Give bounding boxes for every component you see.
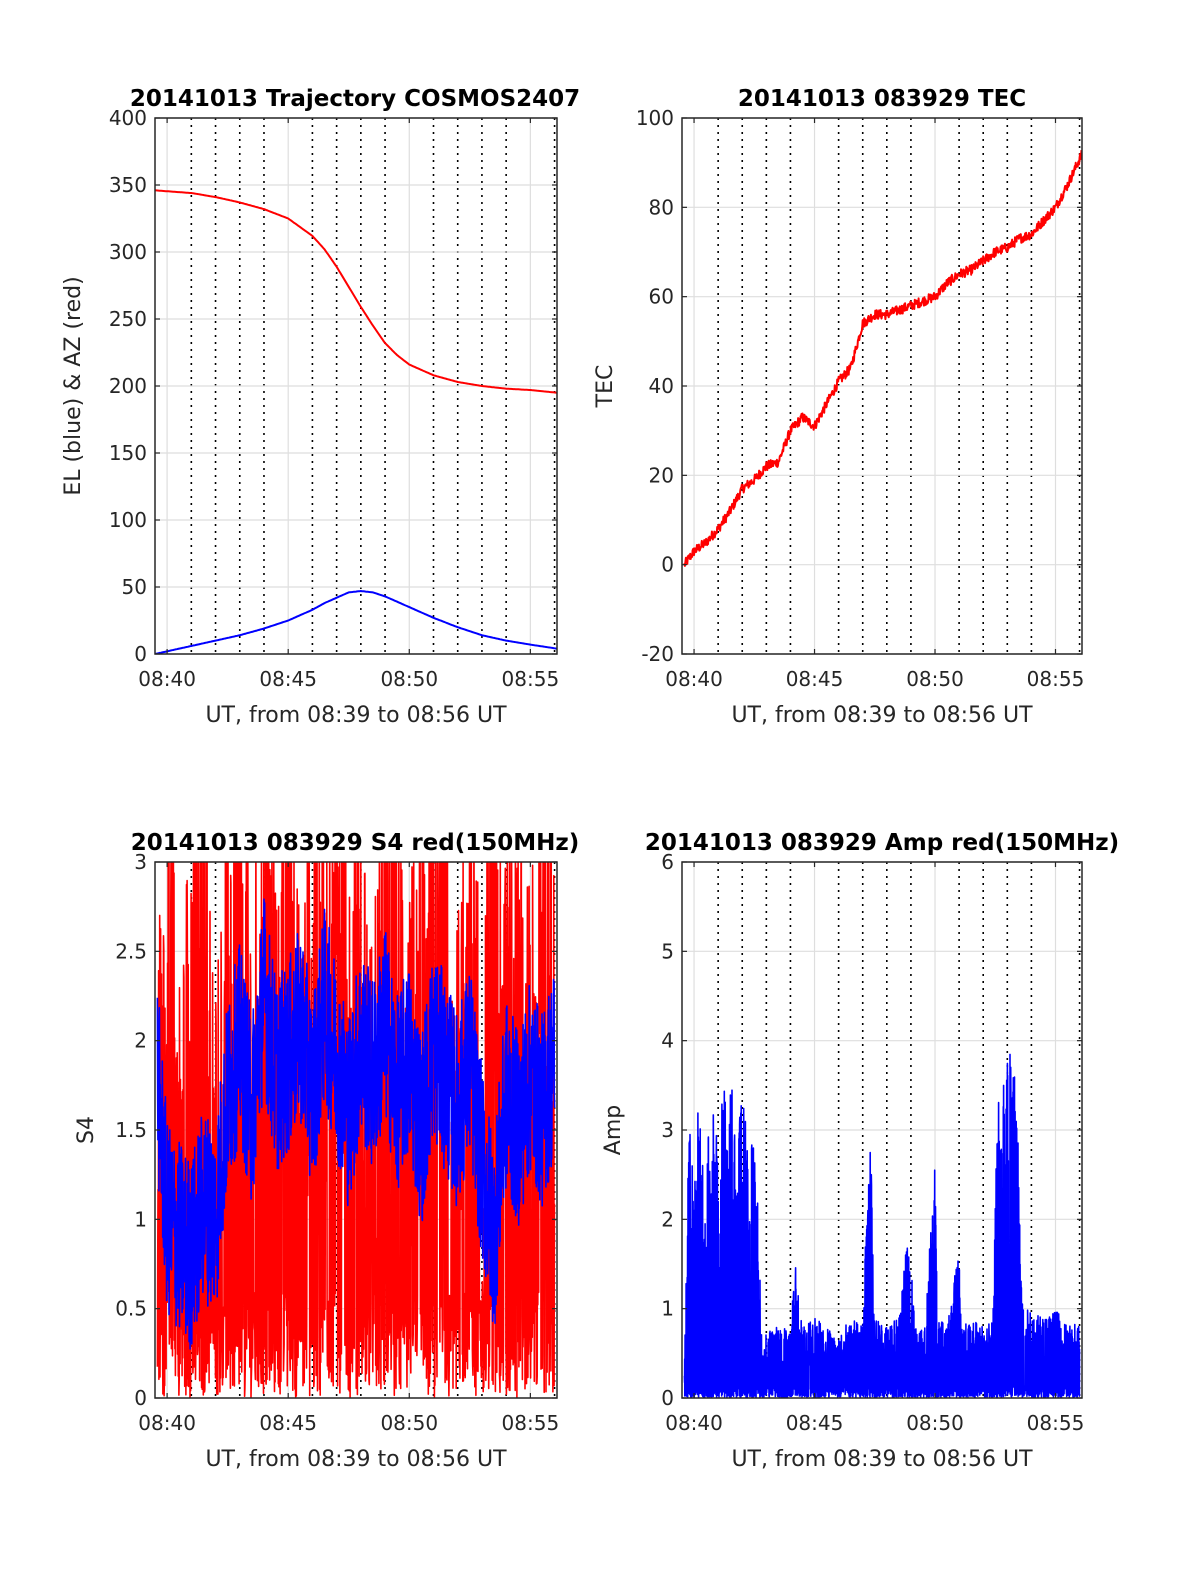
x-axis-label: UT, from 08:39 to 08:56 UT — [205, 1447, 507, 1472]
x-tick-label: 08:45 — [259, 1411, 317, 1435]
series-group — [156, 862, 556, 1398]
y-tick-label: 0 — [134, 1386, 147, 1410]
x-tick-label: 08:40 — [138, 1411, 196, 1435]
y-tick-label: 250 — [109, 307, 147, 331]
x-axis-label: UT, from 08:39 to 08:56 UT — [731, 703, 1033, 728]
y-tick-label: 80 — [649, 195, 674, 219]
series-line-1 — [156, 862, 556, 1398]
chart-title: 20141013 083929 TEC — [738, 86, 1026, 112]
y-tick-label: 40 — [649, 374, 674, 398]
x-tick-label: 08:55 — [1027, 1411, 1085, 1435]
y-tick-label: 100 — [109, 508, 147, 532]
y-tick-label: 1.5 — [115, 1118, 147, 1142]
x-tick-label: 08:50 — [380, 667, 438, 691]
y-tick-label: 2.5 — [115, 939, 147, 963]
chart-title: 20141013 083929 S4 red(150MHz) — [131, 830, 580, 856]
series-line-1 — [683, 150, 1082, 567]
chart-title: 20141013 083929 Amp red(150MHz) — [645, 830, 1119, 856]
y-tick-label: 2 — [134, 1029, 147, 1053]
y-tick-label: 50 — [122, 575, 147, 599]
y-tick-label: 5 — [661, 939, 674, 963]
y-tick-label: 300 — [109, 240, 147, 264]
y-tick-label: 3 — [661, 1118, 674, 1142]
y-tick-label: 3 — [134, 850, 147, 874]
x-tick-label: 08:55 — [502, 1411, 560, 1435]
y-tick-label: 350 — [109, 173, 147, 197]
y-tick-label: 6 — [661, 850, 674, 874]
y-tick-label: 0 — [134, 642, 147, 666]
y-tick-label: 60 — [649, 285, 674, 309]
x-tick-label: 08:45 — [786, 1411, 844, 1435]
y-tick-label: 200 — [109, 374, 147, 398]
x-tick-label: 08:40 — [665, 667, 723, 691]
y-tick-label: 1 — [661, 1297, 674, 1321]
chart-2: -20 0 20 40 60 80 100 08:40 08:45 08:50 08:55 20141… — [593, 86, 1084, 728]
x-tick-label: 08:50 — [906, 1411, 964, 1435]
x-tick-label: 08:50 — [380, 1411, 438, 1435]
x-tick-label: 08:40 — [665, 1411, 723, 1435]
chart-1: 0 50 100 150 200 250 300 350 400 08:40 08:45 08:50 0… — [61, 86, 580, 728]
series-line-2 — [155, 590, 557, 654]
y-tick-label: 400 — [109, 106, 147, 130]
y-tick-label: 150 — [109, 441, 147, 465]
y-tick-label: 0 — [661, 553, 674, 577]
x-tick-label: 08:55 — [502, 667, 560, 691]
series-group — [683, 1053, 1081, 1398]
y-axis-label: EL (blue) & AZ (red) — [61, 276, 86, 495]
y-tick-label: 2 — [661, 1207, 674, 1231]
y-tick-label: 1 — [134, 1207, 147, 1231]
x-axis-label: UT, from 08:39 to 08:56 UT — [205, 703, 507, 728]
series-line-2 — [156, 898, 556, 1350]
y-axis-label: TEC — [593, 365, 618, 409]
chart-4: 0 1 2 3 4 5 6 08:40 08:45 08:50 08:55 20141013 0839… — [601, 830, 1119, 1472]
series-line-1 — [683, 1053, 1081, 1398]
y-tick-label: 4 — [661, 1029, 674, 1053]
series-line-1 — [155, 189, 557, 394]
y-axis-label: S4 — [74, 1116, 99, 1144]
x-tick-label: 08:55 — [1027, 667, 1085, 691]
x-axis-label: UT, from 08:39 to 08:56 UT — [731, 1447, 1033, 1472]
y-tick-label: -20 — [641, 642, 674, 666]
x-tick-label: 08:45 — [259, 667, 317, 691]
y-tick-label: 0 — [661, 1386, 674, 1410]
series-group — [155, 189, 557, 654]
chart-title: 20141013 Trajectory COSMOS2407 — [130, 86, 580, 112]
y-tick-label: 0.5 — [115, 1297, 147, 1321]
y-tick-label: 20 — [649, 463, 674, 487]
y-tick-label: 100 — [636, 106, 674, 130]
series-group — [683, 150, 1082, 567]
chart-3: 0 0.5 1 1.5 2 2.5 3 08:40 08:45 08:50 08:55 2014101… — [74, 830, 580, 1472]
x-tick-label: 08:45 — [786, 667, 844, 691]
x-tick-label: 08:40 — [138, 667, 196, 691]
x-tick-label: 08:50 — [906, 667, 964, 691]
y-axis-label: Amp — [601, 1105, 626, 1155]
